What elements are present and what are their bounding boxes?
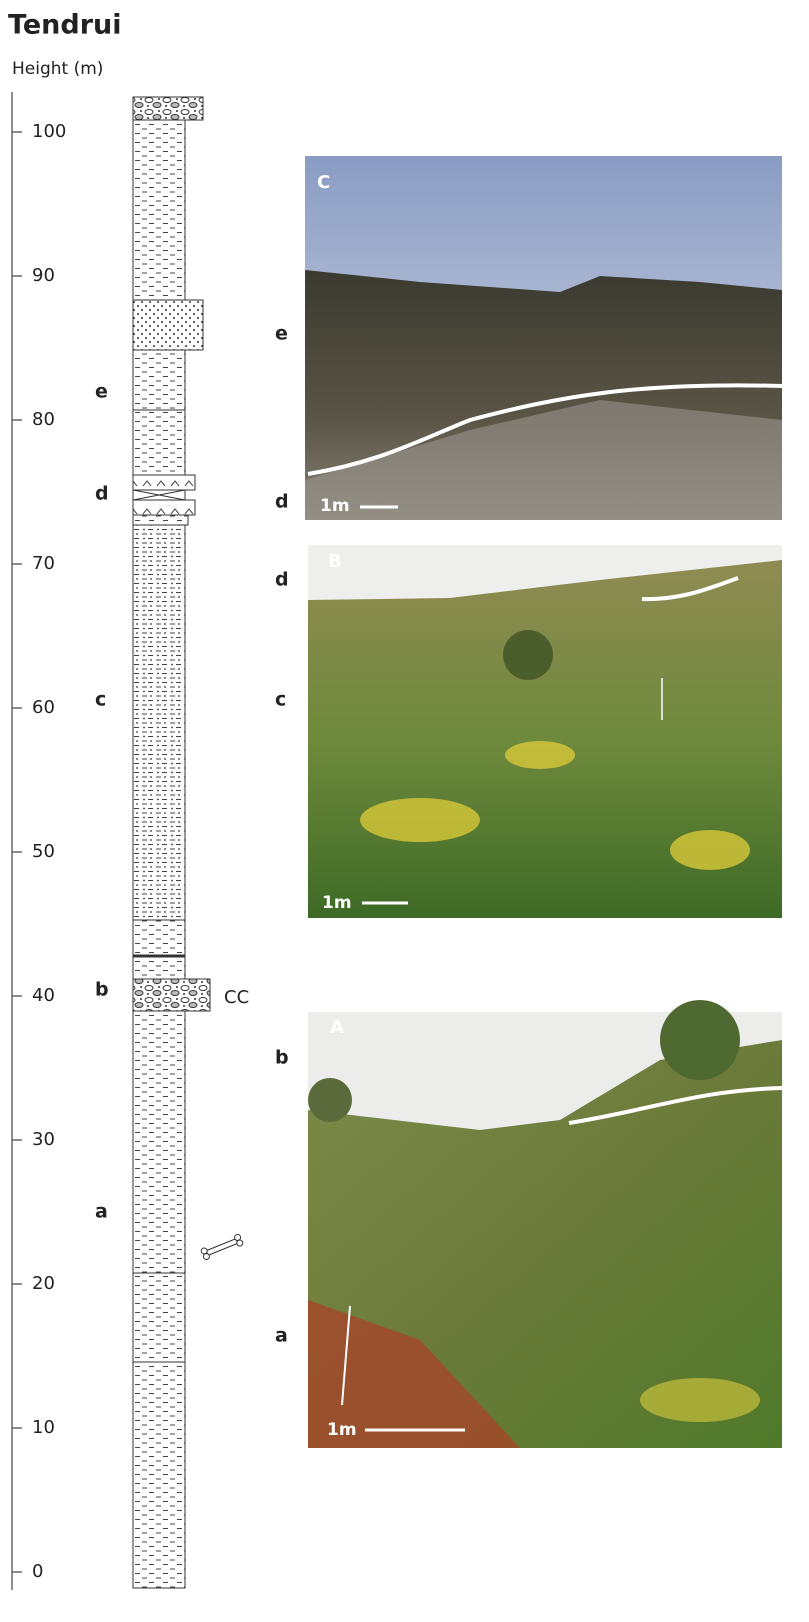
photo-unit: b — [275, 1047, 289, 1069]
unit-label: e — [95, 381, 108, 403]
tick-label: 70 — [32, 553, 55, 574]
figure: Tendrui Height (m) 0 10 20 30 40 50 60 70 80 90 10… — [0, 0, 809, 1622]
scale-label: 1m — [320, 496, 350, 516]
unit-label: c — [95, 689, 106, 711]
bed — [133, 920, 185, 980]
bed — [133, 500, 195, 515]
unit-label: a — [95, 1201, 108, 1223]
bed — [133, 490, 185, 500]
tick-label: 50 — [32, 841, 55, 862]
photo-unit: e — [275, 323, 288, 345]
photo-label: C — [317, 172, 330, 193]
photo-unit: d — [275, 569, 289, 591]
bed — [133, 350, 185, 475]
title: Tendrui — [8, 10, 121, 41]
photo: C 1m — [305, 156, 782, 520]
scale-label: 1m — [322, 893, 352, 913]
unit-label: d — [95, 483, 109, 505]
tick-label: 30 — [32, 1129, 55, 1150]
unit-label: b — [95, 979, 109, 1001]
axis-label: Height (m) — [12, 59, 103, 79]
photo-label: A — [330, 1017, 344, 1038]
tick-label: 90 — [32, 265, 55, 286]
photo-unit: c — [275, 689, 286, 711]
tick-label: 100 — [32, 121, 66, 142]
photo: A 1m — [308, 1000, 782, 1448]
photo-unit: d — [275, 491, 289, 513]
tick-label: 20 — [32, 1273, 55, 1294]
page: Tendrui Height (m) 0 10 20 30 40 50 60 70 80 90 10… — [0, 0, 809, 1622]
bed — [133, 475, 195, 490]
bone-icon — [200, 1234, 243, 1261]
tick-label: 80 — [32, 409, 55, 430]
photo-label: B — [328, 551, 342, 572]
bed — [133, 525, 185, 920]
tick-label: 40 — [32, 985, 55, 1006]
photo-unit: a — [275, 1325, 288, 1347]
bed — [133, 1011, 185, 1588]
scale-label: 1m — [327, 1420, 357, 1440]
tick-label: 10 — [32, 1417, 55, 1438]
annotation: CC — [224, 987, 249, 1008]
axis-ticks: 0 10 20 30 40 50 60 70 80 90 100 — [12, 121, 66, 1582]
bed — [133, 515, 188, 525]
bed — [133, 120, 185, 300]
tick-label: 0 — [32, 1561, 43, 1582]
photo: B 1m — [308, 545, 782, 918]
log-column — [133, 97, 210, 1588]
bed — [133, 979, 210, 1011]
tick-label: 60 — [32, 697, 55, 718]
bed — [133, 300, 203, 350]
bed — [133, 97, 203, 120]
